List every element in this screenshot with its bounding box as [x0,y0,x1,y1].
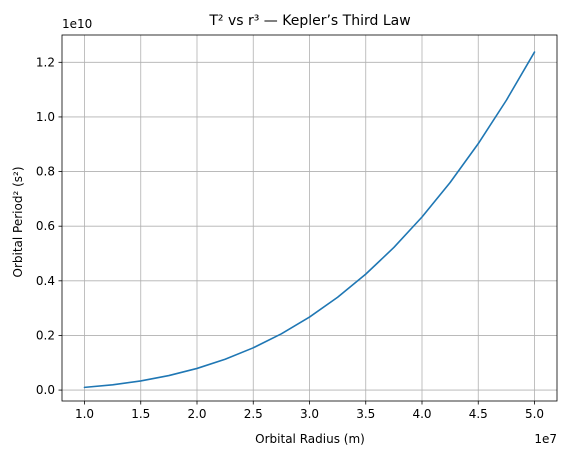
x-tick-label: 1.5 [131,407,150,421]
y-tick-label: 0.2 [36,328,55,342]
series-layer [83,51,536,389]
y-tick-label: 0.4 [36,274,55,288]
grid-lines [62,35,557,401]
x-tick-label: 2.0 [187,407,206,421]
x-tick-label: 2.5 [244,407,263,421]
series-line-0 [83,51,536,389]
chart-title: T² vs r³ — Kepler’s Third Law [208,13,410,29]
y-axis-label: Orbital Period² (s²) [11,166,25,277]
y-axis-offset-label: 1e10 [62,17,92,31]
x-axis-label: Orbital Radius (m) [255,432,365,446]
x-tick-label: 3.0 [300,407,319,421]
y-axis-ticks: 0.0 0.2 0.4 0.6 0.8 1.0 1.2 [36,55,62,397]
x-axis-ticks: 1.0 1.5 2.0 2.5 3.0 3.5 4.0 4.5 5.0 [75,401,544,421]
y-tick-label: 1.2 [36,55,55,69]
y-tick-label: 0.0 [36,383,55,397]
x-tick-label: 5.0 [525,407,544,421]
x-tick-label: 3.5 [356,407,375,421]
x-tick-label: 1.0 [75,407,94,421]
y-tick-label: 0.6 [36,219,55,233]
x-axis-offset-label: 1e7 [534,432,557,446]
y-tick-label: 0.8 [36,165,55,179]
x-tick-label: 4.5 [469,407,488,421]
x-tick-label: 4.0 [412,407,431,421]
y-tick-label: 1.0 [36,110,55,124]
